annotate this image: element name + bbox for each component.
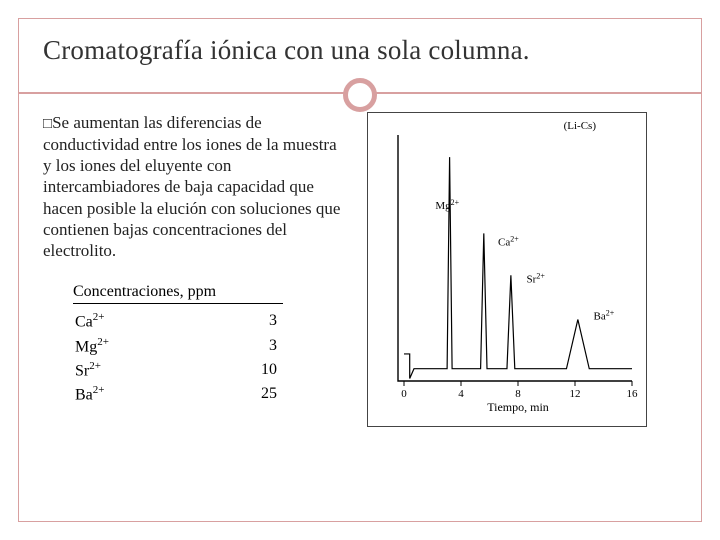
left-column: □Se aumentan las diferencias de conducti… bbox=[35, 112, 347, 427]
slide-root: Cromatografía iónica con una sola column… bbox=[0, 0, 720, 540]
chromatogram-svg: (Li-Cs) 0 4 8 12 16 Tiempo, min Mg2+ Ca2+ Sr2+ Ba2… bbox=[372, 117, 642, 417]
slide-frame: Cromatografía iónica con una sola column… bbox=[18, 18, 702, 522]
value-cell: 3 bbox=[217, 310, 277, 332]
slide-title: Cromatografía iónica con una sola column… bbox=[19, 19, 701, 76]
table-title: Concentraciones, ppm bbox=[73, 283, 283, 304]
bullet-lead-text: Se aumentan las bbox=[52, 113, 162, 132]
svg-text:16: 16 bbox=[626, 388, 638, 400]
ion-cell: Ca2+ bbox=[75, 310, 215, 332]
table-row: Ba2+25 bbox=[75, 383, 277, 405]
divider bbox=[19, 78, 701, 106]
svg-text:Ba2+: Ba2+ bbox=[593, 309, 614, 323]
table-row: Mg2+3 bbox=[75, 335, 277, 357]
svg-text:0: 0 bbox=[401, 388, 407, 400]
table-row: Ca2+3 bbox=[75, 310, 277, 332]
ion-cell: Mg2+ bbox=[75, 335, 215, 357]
value-cell: 10 bbox=[217, 359, 277, 381]
divider-circle-icon bbox=[343, 78, 377, 112]
bullet-rest-text: diferencias de conductividad entre los i… bbox=[43, 113, 340, 260]
table-row: Sr2+10 bbox=[75, 359, 277, 381]
svg-text:Tiempo, min: Tiempo, min bbox=[487, 400, 549, 414]
svg-text:(Li-Cs): (Li-Cs) bbox=[563, 120, 596, 132]
bullet-marker-icon: □ bbox=[43, 115, 52, 132]
concentration-table: Ca2+3Mg2+3Sr2+10Ba2+25 bbox=[73, 308, 279, 407]
right-column: (Li-Cs) 0 4 8 12 16 Tiempo, min Mg2+ Ca2+ Sr2+ Ba2… bbox=[357, 112, 656, 427]
concentration-table-wrap: Concentraciones, ppm Ca2+3Mg2+3Sr2+10Ba2… bbox=[35, 283, 347, 407]
ion-cell: Sr2+ bbox=[75, 359, 215, 381]
bullet-paragraph: □Se aumentan las diferencias de conducti… bbox=[35, 112, 347, 261]
svg-text:Mg2+: Mg2+ bbox=[435, 198, 459, 212]
value-cell: 25 bbox=[217, 383, 277, 405]
content-row: □Se aumentan las diferencias de conducti… bbox=[19, 106, 701, 437]
svg-text:12: 12 bbox=[569, 388, 580, 400]
chromatogram-box: (Li-Cs) 0 4 8 12 16 Tiempo, min Mg2+ Ca2+ Sr2+ Ba2… bbox=[367, 112, 647, 427]
svg-text:Ca2+: Ca2+ bbox=[498, 235, 519, 249]
svg-text:8: 8 bbox=[515, 388, 521, 400]
value-cell: 3 bbox=[217, 335, 277, 357]
svg-text:Sr2+: Sr2+ bbox=[526, 272, 545, 286]
ion-cell: Ba2+ bbox=[75, 383, 215, 405]
svg-text:4: 4 bbox=[458, 388, 464, 400]
